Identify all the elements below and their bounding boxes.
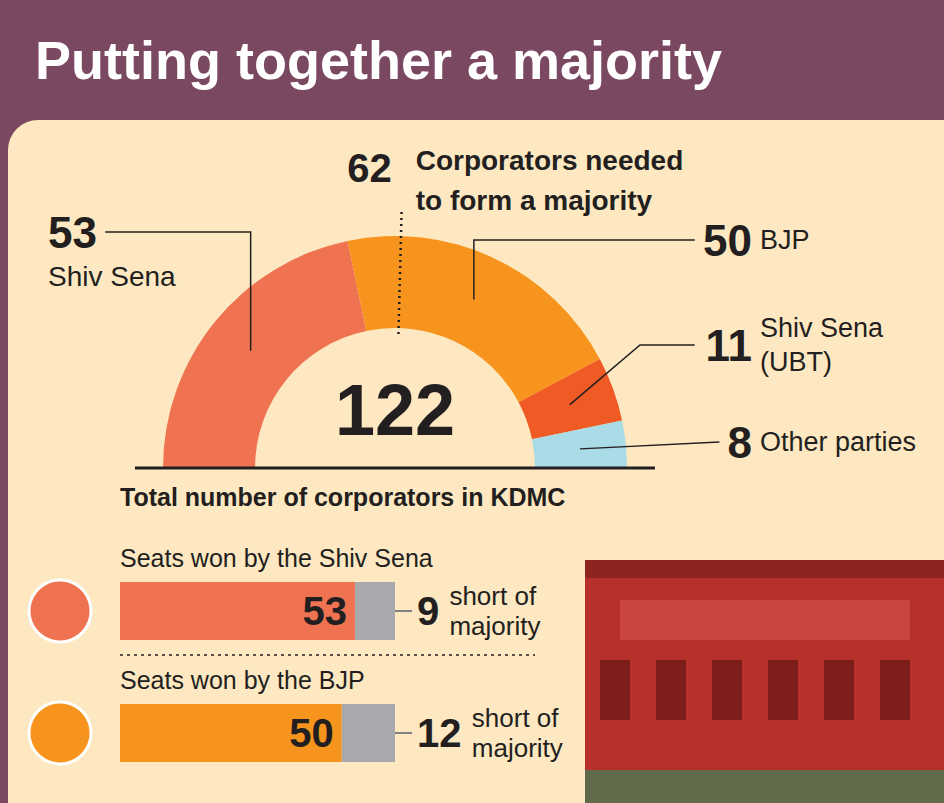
svg-text:122: 122 <box>335 370 455 450</box>
svg-text:Corporators needed: Corporators needed <box>416 145 684 176</box>
svg-text:12: 12 <box>417 711 462 755</box>
svg-text:11: 11 <box>705 321 752 370</box>
svg-text:8: 8 <box>728 418 752 467</box>
svg-text:Putting together a majority: Putting together a majority <box>35 30 722 90</box>
svg-text:short of: short of <box>472 703 559 733</box>
svg-text:majority: majority <box>449 611 540 641</box>
svg-text:short of: short of <box>449 581 536 611</box>
svg-text:9: 9 <box>417 589 439 633</box>
svg-text:53: 53 <box>48 208 97 257</box>
svg-text:50: 50 <box>289 711 334 755</box>
svg-text:62: 62 <box>347 146 392 190</box>
svg-text:majority: majority <box>472 733 563 763</box>
svg-text:Seats won by the BJP: Seats won by the BJP <box>120 666 365 694</box>
svg-text:Seats won by the Shiv Sena: Seats won by the Shiv Sena <box>120 544 433 572</box>
svg-text:(UBT): (UBT) <box>760 347 832 377</box>
svg-text:Other parties: Other parties <box>760 427 916 457</box>
svg-text:BJP: BJP <box>760 225 810 255</box>
svg-text:50: 50 <box>703 216 752 265</box>
svg-text:Shiv Sena: Shiv Sena <box>48 261 176 292</box>
svg-text:53: 53 <box>303 589 348 633</box>
svg-text:to form a majority: to form a majority <box>416 185 653 216</box>
svg-text:Total number of corporators in: Total number of corporators in KDMC <box>120 483 565 511</box>
svg-text:Shiv Sena: Shiv Sena <box>760 313 884 343</box>
